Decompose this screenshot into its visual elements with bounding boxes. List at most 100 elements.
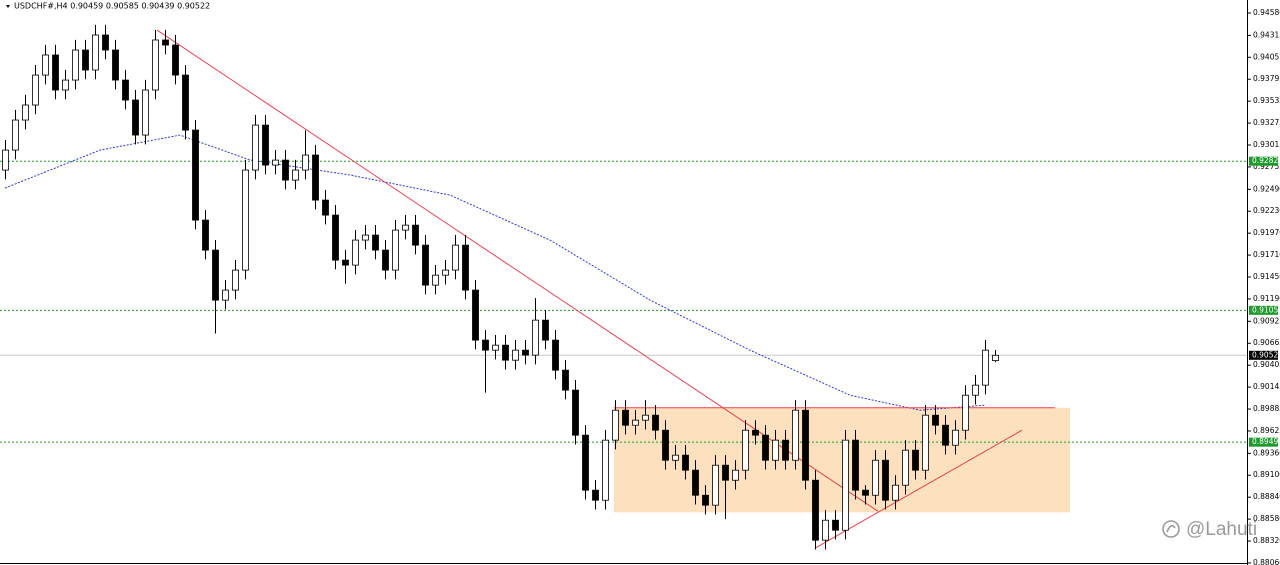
zone-rectangle — [614, 407, 1070, 513]
y-tick-label: 0.93275 — [1253, 118, 1280, 127]
candle-body — [652, 414, 659, 431]
candle-body — [472, 289, 479, 341]
candle-body — [952, 429, 959, 446]
candle-body — [782, 439, 789, 461]
watermark: @Lahuti — [1186, 519, 1257, 540]
candle-body — [882, 459, 889, 501]
y-tick-label: 0.90925 — [1253, 316, 1280, 325]
candle-body — [182, 74, 189, 131]
candle-body — [832, 519, 839, 531]
candle-body — [542, 319, 549, 341]
candle-body — [762, 434, 769, 461]
chart-title: USDCHF#,H4 0.90459 0.90585 0.90439 0.905… — [14, 2, 210, 11]
candle-body — [992, 354, 999, 362]
level-label: 0.91055 — [1252, 305, 1280, 314]
level-label: 0.89492 — [1252, 437, 1280, 446]
moving-average — [4, 134, 986, 411]
y-tick-label: 0.93015 — [1253, 140, 1280, 149]
candle-body — [192, 129, 199, 221]
candle-body — [92, 34, 99, 71]
y-tick-label: 0.90405 — [1253, 360, 1280, 369]
candle-body — [702, 494, 709, 506]
candle-body — [962, 394, 969, 431]
candle-body — [812, 479, 819, 541]
candle-body — [102, 34, 109, 51]
candle-body — [162, 39, 169, 46]
candle-body — [552, 339, 559, 371]
candle-body — [422, 244, 429, 286]
candle-body — [452, 244, 459, 271]
candle-body — [262, 124, 269, 166]
collapse-icon[interactable] — [6, 5, 10, 8]
candle-body — [562, 369, 569, 391]
candle-body — [592, 489, 599, 501]
candle-body — [52, 54, 59, 91]
candle-body — [322, 199, 329, 216]
candle-body — [392, 229, 399, 271]
candle-body — [852, 439, 859, 491]
candle-body — [732, 469, 739, 481]
watermark-icon — [1162, 520, 1180, 538]
level-label-bg — [1249, 437, 1278, 447]
candle-body — [612, 409, 619, 441]
candle-body — [922, 414, 929, 471]
candle-body — [932, 414, 939, 426]
candle-body — [862, 489, 869, 496]
candle-body — [462, 244, 469, 291]
candle-body — [802, 409, 809, 481]
y-tick-label: 0.90665 — [1253, 338, 1280, 347]
candle-body — [252, 124, 259, 171]
candle-body — [892, 484, 899, 501]
candle-body — [152, 39, 159, 91]
candle-body — [32, 74, 39, 106]
candle-body — [642, 414, 649, 421]
candle-body — [622, 409, 629, 426]
candle-body — [42, 54, 49, 76]
candle-body — [502, 344, 509, 361]
candle-body — [682, 454, 689, 471]
y-tick-label: 0.94315 — [1253, 30, 1280, 39]
candle-body — [432, 274, 439, 286]
candle-body — [332, 214, 339, 261]
candle-body — [412, 224, 419, 246]
candle-body — [792, 409, 799, 461]
candle-body — [772, 439, 779, 461]
candle-body — [112, 49, 119, 81]
level-label-bg — [1249, 305, 1278, 315]
candle-body — [132, 99, 139, 136]
level-label: 0.92823 — [1252, 156, 1280, 165]
candle-body — [672, 454, 679, 461]
candle-body — [692, 469, 699, 496]
candle-body — [342, 259, 349, 266]
candle-body — [662, 429, 669, 461]
candle-body — [912, 449, 919, 471]
candle-body — [242, 169, 249, 271]
candle-body — [312, 154, 319, 201]
candle-body — [82, 49, 89, 71]
candle-body — [202, 219, 209, 251]
y-tick-label: 0.90145 — [1253, 382, 1280, 391]
candle-body — [602, 439, 609, 501]
candle-body — [372, 234, 379, 251]
y-tick-label: 0.94055 — [1253, 52, 1280, 61]
candle-body — [572, 389, 579, 436]
y-tick-label: 0.93535 — [1253, 96, 1280, 105]
candle-body — [822, 519, 829, 541]
candle-body — [722, 464, 729, 481]
y-tick-label: 0.89885 — [1253, 404, 1280, 413]
candle-body — [362, 234, 369, 241]
candle-body — [872, 459, 879, 496]
candle-body — [232, 269, 239, 291]
candle-body — [122, 79, 129, 101]
candle-body — [582, 434, 589, 491]
